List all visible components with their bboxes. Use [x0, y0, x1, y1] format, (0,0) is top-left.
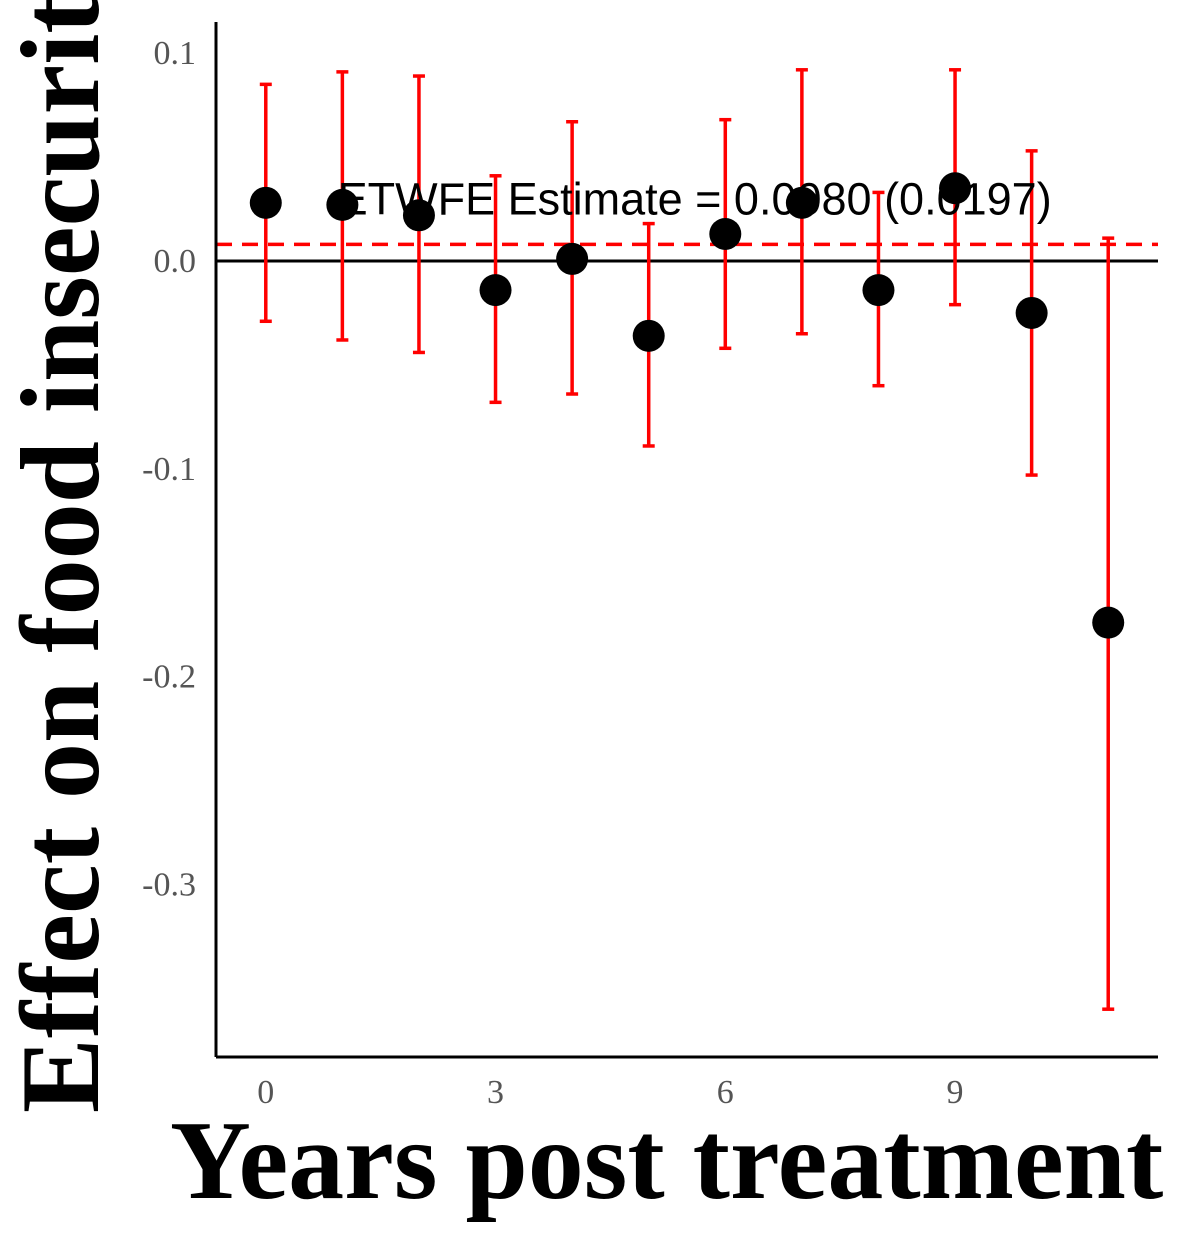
point-estimate: [249, 186, 282, 219]
point-estimate: [402, 199, 435, 232]
y-tick-label: 0.0: [154, 243, 197, 280]
point-estimate: [1092, 606, 1125, 639]
x-tick-label: 6: [717, 1074, 734, 1111]
point-estimate: [785, 186, 818, 219]
point-estimate: [326, 188, 359, 221]
estimate-annotation: ETWFE Estimate = 0.0080 (0.0197): [338, 174, 1052, 225]
y-tick-label: -0.2: [142, 659, 196, 696]
x-tick-label: 0: [257, 1074, 274, 1111]
x-tick-label: 9: [947, 1074, 964, 1111]
point-estimate: [632, 319, 665, 352]
point-estimate: [939, 172, 972, 205]
axis-layer: [214, 22, 1158, 1059]
point-estimate: [862, 274, 895, 307]
y-tick-label: -0.3: [142, 867, 196, 904]
point-estimate: [556, 242, 589, 275]
y-tick-label: 0.1: [154, 35, 197, 72]
x-tick-label: 3: [487, 1074, 504, 1111]
x-axis-title: Years post treatment: [170, 1099, 1163, 1223]
point-estimate: [479, 274, 512, 307]
point-estimate: [1015, 296, 1048, 329]
plot-layer: ETWFE Estimate = 0.0080 (0.0197) 0.1 0.0 -0…: [142, 35, 1158, 1111]
y-tick-label: -0.1: [142, 451, 196, 488]
y-axis-title: Effect on food insecurity: [0, 0, 123, 1113]
point-estimate: [709, 217, 742, 250]
